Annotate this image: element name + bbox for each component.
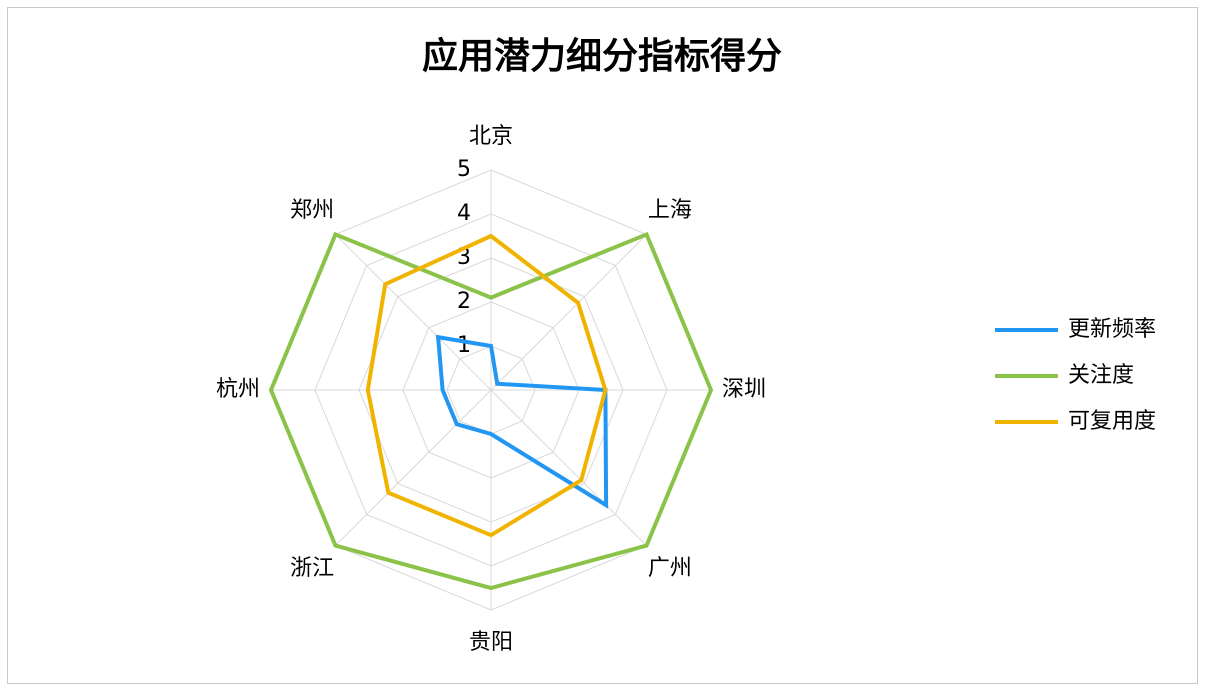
y-tick-label: 2: [457, 289, 471, 314]
category-label: 杭州: [216, 377, 260, 402]
legend-label: 关注度: [1068, 363, 1134, 388]
category-label: 浙江: [290, 556, 334, 581]
axis-spoke: [335, 389, 492, 546]
axis-spoke: [490, 389, 647, 546]
legend-label: 更新频率: [1068, 317, 1156, 342]
frame: [7, 7, 1198, 684]
y-tick-label: 1: [457, 333, 471, 358]
series-line: [435, 334, 609, 509]
category-label: 上海: [648, 198, 692, 223]
category-label: 贵阳: [469, 630, 513, 655]
category-label: 深圳: [722, 377, 766, 402]
category-label: 北京: [469, 124, 513, 149]
y-tick-label: 5: [457, 157, 471, 182]
legend-label: 可复用度: [1068, 409, 1156, 434]
series-line: [268, 231, 714, 591]
category-label: 郑州: [290, 198, 334, 223]
series-line: [365, 233, 608, 538]
category-label: 广州: [648, 556, 692, 581]
y-tick-label: 4: [457, 201, 471, 226]
axis-spoke: [335, 234, 492, 391]
axis-spoke: [490, 234, 647, 391]
chart-title: 应用潜力细分指标得分: [422, 36, 782, 77]
